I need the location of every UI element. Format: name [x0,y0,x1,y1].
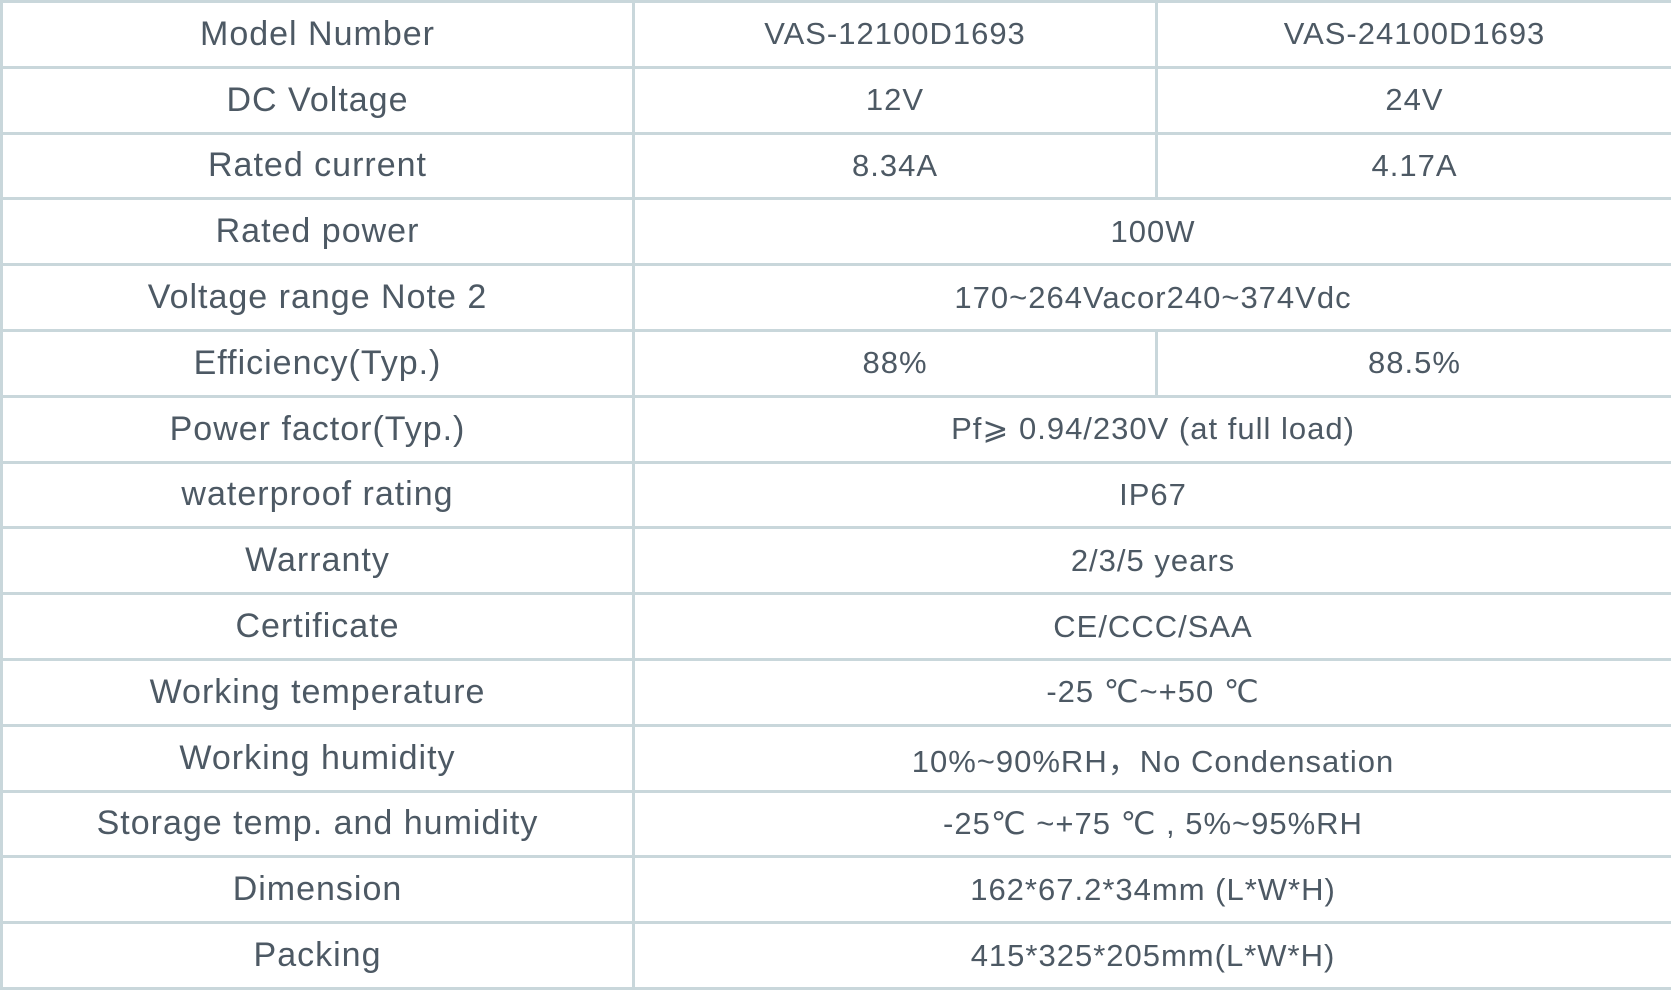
table-row: Rated power 100W [0,197,1671,267]
spec-label: Warranty [0,526,635,596]
table-row: Model Number VAS-12100D1693 VAS-24100D1693 [0,0,1671,69]
spec-label: Working humidity [0,723,635,793]
spec-label: Packing [0,921,635,990]
spec-label: Working temperature [0,657,635,727]
spec-value: 4.17A [1155,131,1671,201]
spec-value: 88.5% [1155,328,1671,398]
table-row: Working humidity 10%~90%RH，No Condensatio… [0,723,1671,793]
spec-label: DC Voltage [0,65,635,135]
table-row: Working temperature -25 ℃~+50 ℃ [0,657,1671,727]
spec-value: VAS-12100D1693 [632,0,1158,69]
table-row: Certificate CE/CCC/SAA [0,592,1671,661]
spec-value: 8.34A [632,131,1158,201]
spec-label: Storage temp. and humidity [0,789,635,859]
spec-value: CE/CCC/SAA [632,592,1671,661]
spec-label: waterproof rating [0,460,635,530]
table-row: Efficiency(Typ.) 88% 88.5% [0,328,1671,398]
table-row: Packing 415*325*205mm(L*W*H) [0,921,1671,990]
spec-label: Rated current [0,131,635,201]
spec-label: Dimension [0,855,635,925]
table-row: Rated current 8.34A 4.17A [0,131,1671,201]
spec-value: 162*67.2*34mm (L*W*H) [632,855,1671,925]
table-row: DC Voltage 12V 24V [0,65,1671,135]
table-row: Warranty 2/3/5 years [0,526,1671,596]
table-row: Voltage range Note 2 170~264Vacor240~374V… [0,263,1671,332]
spec-label: Rated power [0,197,635,267]
spec-label: Power factor(Typ.) [0,394,635,464]
spec-value: IP67 [632,460,1671,530]
table-row: waterproof rating IP67 [0,460,1671,530]
spec-label: Efficiency(Typ.) [0,328,635,398]
spec-value: Pf⩾ 0.94/230V (at full load) [632,394,1671,464]
spec-value: 100W [632,197,1671,267]
spec-value: 12V [632,65,1158,135]
spec-value: 415*325*205mm(L*W*H) [632,921,1671,990]
spec-value: -25 ℃~+50 ℃ [632,657,1671,727]
spec-label: Model Number [0,0,635,69]
spec-value: 88% [632,328,1158,398]
spec-value: 24V [1155,65,1671,135]
spec-value: 170~264Vacor240~374Vdc [632,263,1671,332]
spec-value: -25℃ ~+75 ℃ , 5%~95%RH [632,789,1671,859]
spec-label: Voltage range Note 2 [0,263,635,332]
table-row: Storage temp. and humidity -25℃ ~+75 ℃ , … [0,789,1671,859]
spec-value: 2/3/5 years [632,526,1671,596]
table-row: Dimension 162*67.2*34mm (L*W*H) [0,855,1671,925]
spec-value: VAS-24100D1693 [1155,0,1671,69]
table-row: Power factor(Typ.) Pf⩾ 0.94/230V (at full… [0,394,1671,464]
spec-value: 10%~90%RH，No Condensation [632,723,1671,793]
spec-label: Certificate [0,592,635,661]
